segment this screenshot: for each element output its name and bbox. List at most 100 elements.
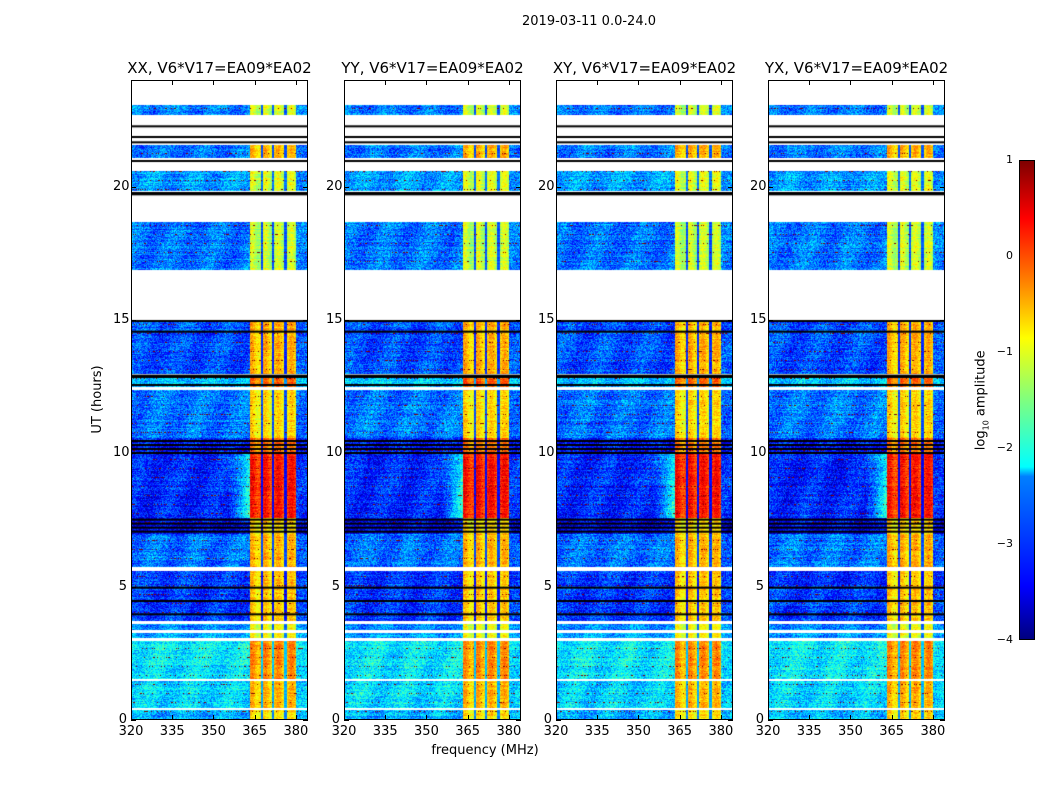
y-tick-mark [516, 720, 521, 721]
y-tick-label: 10 [538, 445, 555, 461]
x-tick-label: 320 [543, 724, 569, 739]
x-tick-mark [679, 80, 681, 85]
y-tick-mark [303, 720, 308, 721]
y-tick-mark [516, 186, 521, 188]
x-tick-label: 365 [455, 724, 481, 739]
y-tick-mark [556, 453, 561, 455]
y-tick-mark [344, 586, 349, 588]
colorbar-tick-label: −4 [996, 633, 1013, 646]
y-tick-mark [344, 720, 349, 721]
y-tick-label: 20 [538, 178, 555, 194]
colorbar-tick-label: −3 [996, 537, 1013, 550]
colorbar-tick-label: 0 [1006, 249, 1013, 262]
x-tick-mark [932, 80, 934, 85]
x-tick-mark [344, 80, 345, 85]
y-tick-label: 0 [755, 712, 764, 727]
y-tick-mark [728, 720, 733, 721]
y-tick-label: 5 [755, 578, 764, 594]
x-tick-mark [556, 715, 557, 720]
y-tick-mark [131, 720, 136, 721]
x-tick-label: 365 [667, 724, 693, 739]
y-tick-label: 0 [543, 712, 552, 727]
y-tick-mark [131, 453, 136, 455]
x-tick-mark [891, 80, 893, 85]
y-tick-mark [728, 320, 733, 321]
x-tick-mark [768, 80, 769, 85]
x-tick-mark [254, 80, 256, 85]
x-tick-mark [295, 80, 297, 85]
y-tick-mark [303, 453, 308, 455]
y-tick-label: 15 [538, 312, 555, 327]
y-tick-mark [344, 453, 349, 455]
y-tick-mark [768, 320, 773, 321]
y-tick-label: 20 [113, 178, 130, 194]
x-tick-label: 320 [755, 724, 781, 739]
x-tick-mark [508, 80, 510, 85]
y-tick-mark [344, 320, 349, 321]
y-tick-mark [940, 586, 945, 588]
x-tick-label: 335 [372, 724, 398, 739]
y-tick-label: 15 [113, 312, 130, 327]
y-tick-label: 15 [326, 312, 343, 327]
x-tick-mark [638, 715, 640, 720]
x-tick-mark [467, 80, 469, 85]
y-tick-label: 0 [331, 712, 340, 727]
y-tick-mark [344, 186, 349, 188]
x-tick-mark [385, 715, 387, 720]
x-tick-label: 350 [838, 724, 863, 739]
y-tick-mark [940, 186, 945, 188]
y-tick-mark [303, 186, 308, 188]
x-tick-label: 320 [331, 724, 357, 739]
y-tick-mark [131, 586, 136, 588]
y-tick-mark [303, 586, 308, 588]
y-tick-mark [556, 586, 561, 588]
y-tick-label: 10 [750, 445, 767, 461]
y-tick-mark [768, 186, 773, 188]
x-tick-mark [638, 80, 640, 85]
x-tick-mark [932, 715, 934, 720]
x-tick-mark [344, 715, 345, 720]
x-tick-mark [891, 715, 893, 720]
x-tick-mark [850, 715, 852, 720]
x-tick-mark [131, 80, 132, 85]
y-tick-mark [516, 586, 521, 588]
waterfall-panel-0 [131, 80, 308, 720]
x-tick-label: 380 [708, 724, 734, 739]
x-tick-mark [809, 80, 811, 85]
x-tick-mark [850, 80, 852, 85]
heatmap-image [557, 81, 732, 719]
x-tick-mark [809, 715, 811, 720]
x-tick-mark [213, 715, 215, 720]
y-tick-mark [940, 720, 945, 721]
y-tick-label: 5 [118, 578, 127, 594]
x-tick-mark [597, 80, 599, 85]
x-axis-label: frequency (MHz) [431, 743, 539, 758]
x-tick-label: 350 [201, 724, 226, 739]
y-tick-label: 5 [543, 578, 552, 594]
colorbar-tick-label: −2 [996, 441, 1013, 454]
x-tick-mark [508, 715, 510, 720]
x-tick-label: 365 [879, 724, 905, 739]
panel-title: YX, V6*V17=EA09*EA02 [764, 59, 949, 77]
panel-title: YY, V6*V17=EA09*EA02 [341, 59, 524, 77]
x-tick-mark [720, 715, 722, 720]
x-tick-label: 380 [283, 724, 309, 739]
y-tick-mark [556, 720, 561, 721]
y-tick-mark [940, 320, 945, 321]
x-tick-mark [426, 715, 428, 720]
y-tick-label: 5 [331, 578, 340, 594]
x-tick-mark [295, 715, 297, 720]
y-tick-mark [556, 186, 561, 188]
x-tick-label: 365 [242, 724, 268, 739]
colorbar-label-rest: amplitude [973, 350, 989, 421]
x-tick-label: 380 [496, 724, 522, 739]
x-tick-mark [172, 80, 174, 85]
x-tick-label: 350 [626, 724, 651, 739]
x-tick-mark [556, 80, 557, 85]
x-tick-label: 335 [584, 724, 610, 739]
panel-title: XX, V6*V17=EA09*EA02 [127, 59, 312, 77]
y-tick-mark [131, 186, 136, 188]
colorbar-tick-label: −1 [996, 345, 1013, 358]
x-tick-mark [426, 80, 428, 85]
